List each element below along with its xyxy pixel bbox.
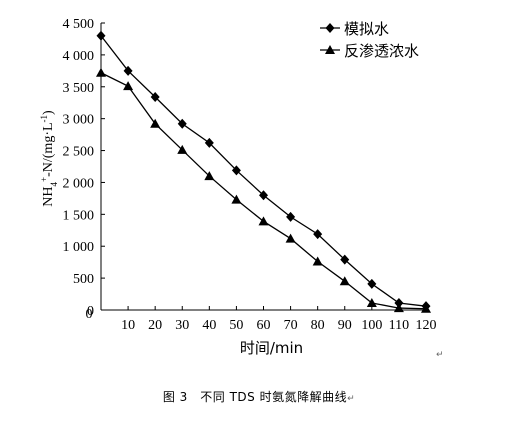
- x-tick-label: 40: [202, 318, 216, 333]
- legend-marker-2: [325, 45, 335, 54]
- series-2-point: [123, 81, 134, 91]
- series-2-point: [96, 67, 106, 77]
- caption-text: 图 3 不同 TDS 时氨氮降解曲线: [162, 390, 348, 404]
- y-tick-label: 4 000: [63, 49, 95, 64]
- x-tick-label: 20: [148, 318, 162, 333]
- series-1-point: [177, 118, 187, 129]
- y-tick-label: 3 500: [63, 81, 95, 96]
- x-tick-label: 10: [121, 318, 135, 333]
- legend-label-1: 模拟水: [344, 20, 389, 38]
- series-1-point: [394, 297, 404, 308]
- legend-label-2: 反渗透浓水: [344, 42, 419, 60]
- series-1-point: [286, 211, 296, 222]
- series-2-point: [421, 303, 431, 313]
- y-tick-label: 4 500: [63, 17, 95, 32]
- x-axis-title: 时间/min: [240, 339, 303, 357]
- series-1-point: [340, 254, 350, 265]
- x-tick-label: 80: [311, 318, 325, 333]
- y-tick-label: 2 000: [63, 176, 95, 191]
- x-tick-label: 120: [416, 318, 437, 333]
- series-1-point: [313, 229, 323, 240]
- x-tick-label: 30: [175, 318, 189, 333]
- x-tick-label: 50: [229, 318, 243, 333]
- series-2-point: [150, 118, 161, 128]
- x-tick-label: 100: [361, 318, 382, 333]
- caption-return-mark: ↵: [347, 394, 356, 404]
- series-1-point: [96, 30, 106, 41]
- origin-label: 0: [86, 307, 93, 322]
- y-tick-label: 0: [87, 304, 94, 319]
- series-line-1: [100, 35, 427, 307]
- series-2-point: [177, 144, 188, 154]
- x-tick-label: 60: [257, 318, 271, 333]
- figure-caption: 图 3 不同 TDS 时氨氮降解曲线↵: [0, 388, 518, 405]
- series-2-point: [258, 216, 269, 226]
- x-tick-label: 110: [389, 318, 409, 333]
- x-tick-label: 90: [338, 318, 352, 333]
- y-tick-label: 3 000: [63, 113, 95, 128]
- nh4-degradation-chart: 0 500 1 000 1 500 2 000 2 500 3 000 3 500 4 000 4…: [39, 17, 437, 357]
- y-axis-title: NH4+-N/(mg·L-1): [39, 110, 59, 207]
- series-1-point: [150, 91, 160, 102]
- y-tick-label: 500: [73, 272, 94, 287]
- series-2-point: [204, 171, 215, 181]
- series-2-point: [312, 256, 323, 266]
- series-1-point: [367, 278, 377, 289]
- series-2-point: [393, 303, 404, 313]
- x-tick-label: 70: [284, 318, 298, 333]
- y-tick-label: 1 500: [63, 208, 95, 223]
- y-tick-label: 2 500: [63, 145, 95, 160]
- series-1-point: [259, 190, 268, 201]
- series-1-point: [231, 165, 241, 176]
- series-2-point: [339, 276, 350, 286]
- series-2-point: [366, 297, 377, 307]
- series-2-point: [231, 194, 242, 204]
- series-2-point: [285, 233, 296, 243]
- return-mark: ↵: [436, 350, 444, 360]
- series-1-point: [123, 65, 133, 76]
- y-tick-label: 1 000: [63, 240, 95, 255]
- legend-marker-1: [325, 23, 335, 33]
- series-1-point: [204, 137, 214, 148]
